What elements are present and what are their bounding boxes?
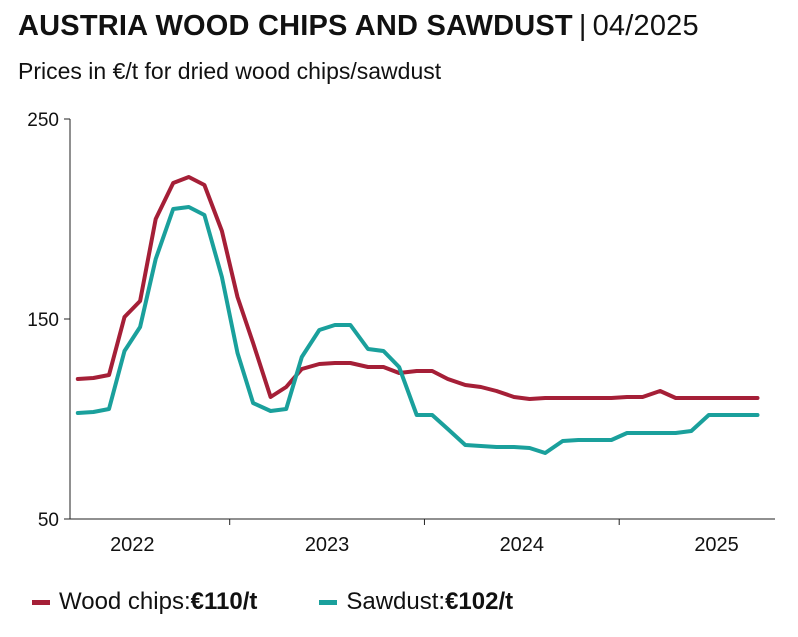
legend-swatch-wood-chips bbox=[32, 599, 50, 605]
y-tick-label-150: 150 bbox=[27, 310, 59, 331]
legend-swatch-sawdust bbox=[319, 599, 338, 605]
series-line-wood-chips bbox=[75, 175, 760, 401]
tick-labels: 50 150 250 2022 2023 2024 2025 bbox=[27, 110, 739, 556]
chart-title: AUSTRIA WOOD CHIPS AND SAWDUST | 04/2025 bbox=[18, 10, 699, 43]
x-tick-label-2024: 2024 bbox=[500, 534, 545, 556]
x-tick-label-2022: 2022 bbox=[110, 534, 155, 556]
chart-title-main: AUSTRIA WOOD CHIPS AND SAWDUST bbox=[18, 10, 573, 42]
legend-value-sawdust: €102/t bbox=[445, 588, 514, 615]
y-tick-label-50: 50 bbox=[38, 510, 59, 531]
legend-item-sawdust: Sawdust: €102/t bbox=[319, 588, 513, 616]
series-line-sawdust bbox=[75, 205, 760, 455]
x-tick-label-2025: 2025 bbox=[694, 534, 739, 556]
legend-item-wood-chips: Wood chips: €110/t bbox=[32, 588, 257, 616]
chart-date: 04/2025 bbox=[592, 10, 699, 42]
series-lines bbox=[75, 175, 760, 455]
legend: Wood chips: €110/t Sawdust: €102/t bbox=[32, 588, 575, 616]
chart-axes bbox=[64, 118, 775, 525]
legend-value-wood-chips: €110/t bbox=[190, 588, 258, 615]
title-separator: | bbox=[578, 10, 587, 42]
line-chart: 50 150 250 2022 2023 2024 2025 bbox=[27, 110, 775, 556]
legend-label-wood-chips: Wood chips: bbox=[59, 588, 191, 615]
x-tick-label-2023: 2023 bbox=[305, 534, 350, 556]
legend-label-sawdust: Sawdust: bbox=[346, 588, 446, 615]
chart-subtitle: Prices in €/t for dried wood chips/sawdu… bbox=[18, 58, 442, 84]
y-tick-label-250: 250 bbox=[27, 110, 59, 131]
